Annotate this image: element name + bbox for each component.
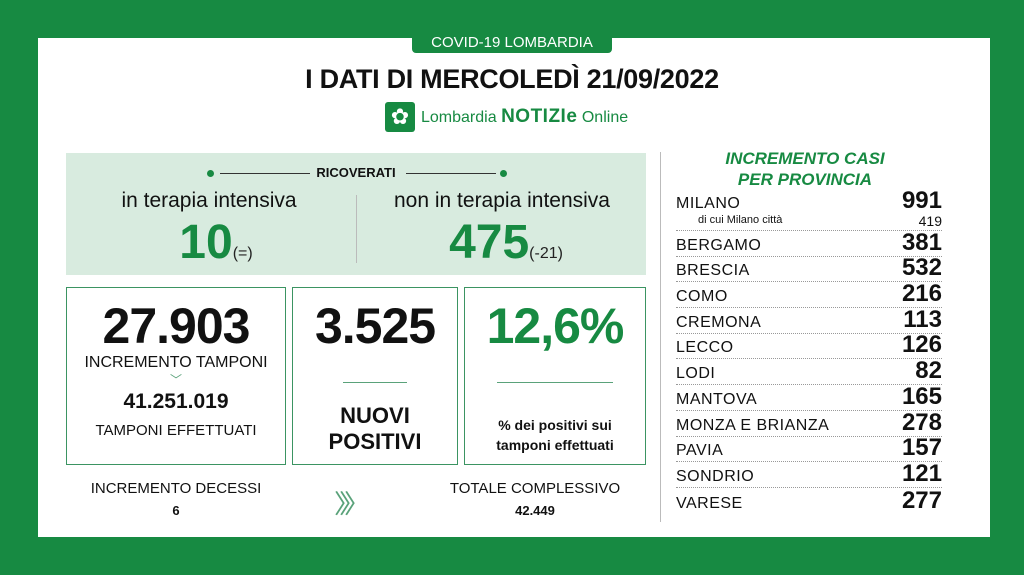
province-value: 82 (915, 357, 942, 385)
province-value: 277 (901, 486, 942, 514)
dot-icon (207, 170, 214, 177)
province-name: PAVIA (676, 442, 724, 460)
list-item: SONDRIO 121 (676, 459, 942, 488)
list-item: CREMONA 113 (676, 305, 942, 334)
province-value: 216 (901, 280, 942, 308)
lombardia-logo-icon: ✿ (385, 102, 415, 132)
province-value: 381 (901, 228, 942, 256)
list-item: MONZA E BRIANZA 278 (676, 408, 942, 437)
province-title-2: PER PROVINCIA (737, 170, 873, 189)
tamponi-label: INCREMENTO TAMPONI (84, 354, 268, 371)
intensive-change: (=) (232, 245, 253, 262)
logo-suffix: Online (581, 109, 629, 126)
province-value: 113 (903, 305, 942, 333)
list-item-milano: MILANO 991 (676, 187, 942, 214)
positivi-box: 3.525 NUOVI POSITIVI (292, 287, 458, 465)
percentuale-box: 12,6% % dei positivi sui tamponi effettu… (464, 287, 646, 465)
list-item: COMO 216 (676, 280, 942, 309)
list-item: PAVIA 157 (676, 434, 942, 463)
province-title-1: INCREMENTO CASI (725, 149, 885, 168)
logo-name: Lombardia (421, 109, 497, 126)
list-item: VARESE 277 (676, 488, 942, 514)
header-tab: COVID-19 LOMBARDIA (412, 32, 612, 53)
logo-bold: NOTIZIe (501, 106, 578, 127)
logo: ✿ Lombardia NOTIZIe Online (385, 102, 628, 132)
province-name: CREMONA (676, 313, 762, 331)
province-value: 126 (901, 331, 942, 359)
decessi-value: 6 (172, 503, 180, 518)
province-name: MANTOVA (676, 390, 758, 408)
positivi-label-1: NUOVI (340, 403, 410, 428)
province-name: BERGAMO (676, 236, 762, 254)
province-name: SONDRIO (676, 467, 755, 485)
non-intensive-label: non in terapia intensiva (394, 189, 610, 212)
sub-value: 419 (918, 213, 942, 229)
positivi-value: 3.525 (314, 298, 436, 354)
province-value: 157 (901, 434, 942, 462)
list-item: BERGAMO 381 (676, 228, 942, 257)
non-intensive-value: 475 (449, 216, 530, 269)
province-value: 991 (901, 187, 942, 214)
non-intensive-change: (-21) (529, 245, 563, 262)
province-name: LODI (676, 365, 716, 383)
province-name: COMO (676, 288, 728, 306)
province-value: 278 (901, 408, 942, 436)
intensive-value: 10 (179, 216, 233, 269)
province-name: BRESCIA (676, 262, 750, 280)
dot-icon (500, 170, 507, 177)
ricoverati-panel: RICOVERATI in terapia intensiva 10(=) no… (66, 153, 646, 275)
percentuale-label-1: % dei positivi sui (498, 417, 612, 433)
decessi-label: INCREMENTO DECESSI (90, 480, 262, 497)
province-value: 121 (901, 459, 942, 487)
province-name: VARESE (676, 494, 743, 512)
list-item: BRESCIA 532 (676, 254, 942, 283)
province-name: MILANO (676, 195, 741, 212)
tamponi-total: 41.251.019 (123, 390, 229, 413)
decessi-total-label: TOTALE COMPLESSIVO (449, 480, 621, 497)
list-item: LECCO 126 (676, 331, 942, 360)
province-list: INCREMENTO CASI PER PROVINCIA MILANO 991 d… (676, 148, 942, 514)
decessi-total: 42.449 (515, 503, 555, 518)
list-item: MANTOVA 165 (676, 382, 942, 411)
province-value: 532 (901, 254, 942, 282)
tamponi-total-label: TAMPONI EFFETTUATI (95, 422, 257, 439)
tamponi-value: 27.903 (102, 298, 251, 354)
chevron-down-icon: ﹀ (169, 373, 182, 387)
province-name: MONZA E BRIANZA (676, 416, 830, 434)
list-item: LODI 82 (676, 357, 942, 386)
positivi-label-2: POSITIVI (328, 429, 422, 454)
sub-label: di cui Milano città (698, 214, 783, 226)
province-name: LECCO (676, 339, 734, 357)
tamponi-box: 27.903 INCREMENTO TAMPONI ﹀ 41.251.019 T… (66, 287, 286, 465)
page-title: I DATI DI MERCOLEDÌ 21/09/2022 (305, 64, 719, 94)
ricoverati-title: RICOVERATI (316, 165, 396, 180)
percentuale-label-2: tamponi effettuati (496, 437, 614, 453)
province-value: 165 (901, 382, 942, 410)
list-item-milano-citta: di cui Milano città 419 (676, 214, 942, 231)
percentuale-value: 12,6% (486, 298, 625, 354)
intensive-label: in terapia intensiva (121, 189, 297, 212)
arrows-icon: 〉〉〉 (334, 489, 370, 519)
